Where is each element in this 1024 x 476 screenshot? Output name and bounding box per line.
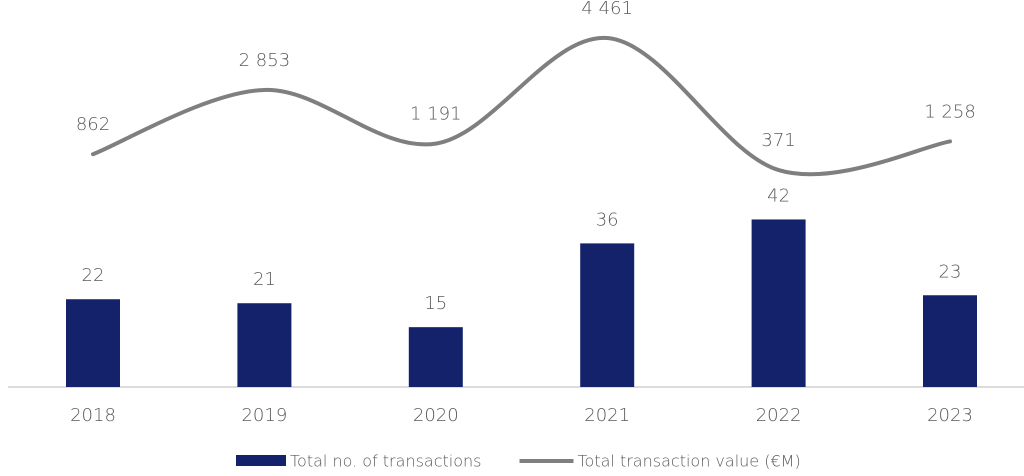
legend-label: Total no. of transactions: [290, 452, 482, 471]
x-tick-label: 2023: [927, 405, 973, 426]
legend-swatch: [236, 455, 286, 466]
data-label: 862: [76, 114, 110, 135]
data-label: 371: [761, 130, 795, 151]
data-label: 2 853: [239, 50, 291, 71]
legend-label: Total transaction value (€M): [578, 452, 801, 471]
x-tick-label: 2020: [413, 405, 459, 426]
x-tick-label: 2022: [756, 405, 802, 426]
data-label: 21: [253, 269, 276, 290]
x-tick-label: 2018: [70, 405, 116, 426]
data-label: 1 191: [410, 104, 462, 125]
bar: [580, 243, 635, 387]
bar: [66, 299, 120, 387]
line: [91, 36, 952, 177]
bar: [923, 295, 977, 387]
data-label: 4 461: [581, 0, 633, 19]
data-label: 1 258: [924, 101, 976, 122]
bar: [237, 303, 292, 387]
data-label: 23: [939, 261, 962, 282]
bar: [408, 327, 463, 387]
bar: [751, 219, 806, 387]
x-tick-label: 2019: [241, 405, 287, 426]
data-label: 22: [82, 265, 105, 286]
data-label: 36: [596, 209, 619, 230]
data-label: 42: [767, 185, 790, 206]
data-label: 15: [424, 293, 447, 314]
x-tick-label: 2021: [584, 405, 630, 426]
